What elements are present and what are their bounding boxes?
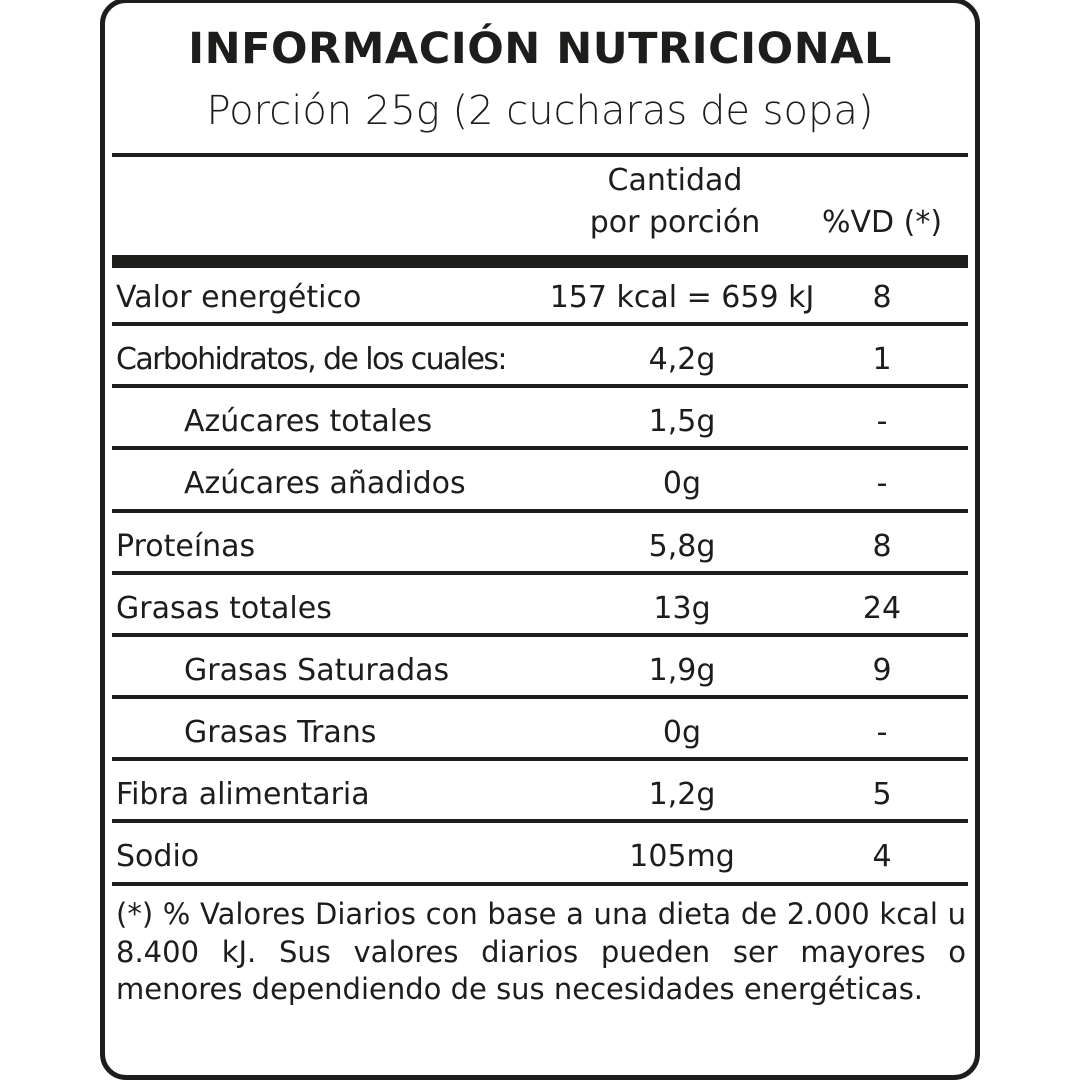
- nutrient-row: Proteínas 5,8g 8: [112, 517, 968, 575]
- nutrient-vd: 9: [872, 653, 892, 688]
- row-divider: [112, 819, 968, 823]
- nutrient-vd: 4: [872, 839, 892, 874]
- row-divider: [112, 509, 968, 513]
- nutrient-name: Proteínas: [116, 529, 256, 564]
- row-divider: [112, 633, 968, 637]
- nutrient-row: Grasas Trans 0g -: [112, 703, 968, 761]
- nutrient-vd: 5: [872, 777, 892, 812]
- nutrient-name: Grasas Saturadas: [184, 653, 450, 688]
- amount-header: Cantidad por porción: [525, 160, 825, 244]
- nutrient-vd: 1: [872, 342, 892, 377]
- nutrient-row: Valor energético 157 kcal = 659 kJ 8: [112, 268, 968, 326]
- row-divider: [112, 757, 968, 761]
- divider: [112, 153, 968, 157]
- nutrient-name: Fibra alimentaria: [116, 777, 370, 812]
- nutrient-amount: 105mg: [629, 839, 735, 874]
- nutrient-amount: 1,2g: [648, 777, 716, 812]
- nutrient-row: Sodio 105mg 4: [112, 827, 968, 885]
- nutrient-name: Grasas totales: [116, 591, 332, 626]
- nutrient-vd: -: [876, 404, 888, 439]
- nutrient-row: Grasas Saturadas 1,9g 9: [112, 641, 968, 699]
- row-divider: [112, 882, 968, 886]
- nutrient-amount: 0g: [662, 466, 702, 501]
- nutrient-row: Grasas totales 13g 24: [112, 579, 968, 637]
- row-divider: [112, 695, 968, 699]
- nutrient-name: Grasas Trans: [184, 715, 377, 750]
- nutrient-row: Carbohidratos, de los cuales: 4,2g 1: [112, 330, 968, 388]
- nutrient-name: Azúcares añadidos: [184, 466, 466, 501]
- nutrient-row: Azúcares totales 1,5g -: [112, 392, 968, 450]
- nutrient-amount: 0g: [662, 715, 702, 750]
- label-frame: [100, 0, 980, 1080]
- row-divider: [112, 571, 968, 575]
- amount-header-line1: Cantidad: [607, 163, 743, 198]
- nutrient-vd: 24: [862, 591, 902, 626]
- vd-header: %VD (*): [821, 205, 943, 240]
- nutrient-vd: 8: [872, 529, 892, 564]
- nutrient-row: Azúcares añadidos 0g -: [112, 454, 968, 512]
- label-title: INFORMACIÓN NUTRICIONAL: [188, 24, 892, 74]
- nutrient-row: Fibra alimentaria 1,2g 5: [112, 765, 968, 823]
- nutrient-name: Valor energético: [116, 280, 362, 315]
- nutrient-amount: 157 kcal = 659 kJ: [549, 280, 815, 315]
- nutrient-amount: 1,5g: [648, 404, 716, 439]
- row-divider: [112, 446, 968, 450]
- footnote: (*) % Valores Diarios con base a una die…: [116, 897, 966, 1006]
- row-divider: [112, 384, 968, 388]
- nutrient-amount: 13g: [653, 591, 711, 626]
- portion-size: Porción 25g (2 cucharas de sopa): [206, 88, 874, 134]
- nutrient-vd: -: [876, 466, 888, 501]
- nutrient-amount: 1,9g: [648, 653, 716, 688]
- amount-header-line2: por porción: [589, 205, 761, 240]
- nutrient-name: Azúcares totales: [184, 404, 433, 439]
- nutrient-name: Sodio: [116, 839, 200, 874]
- nutrient-name: Carbohidratos, de los cuales:: [116, 342, 508, 377]
- nutrient-amount: 5,8g: [648, 529, 716, 564]
- nutrient-vd: -: [876, 715, 888, 750]
- row-divider: [112, 322, 968, 326]
- nutrient-amount: 4,2g: [648, 342, 716, 377]
- nutrient-vd: 8: [872, 280, 892, 315]
- thick-divider: [112, 255, 968, 268]
